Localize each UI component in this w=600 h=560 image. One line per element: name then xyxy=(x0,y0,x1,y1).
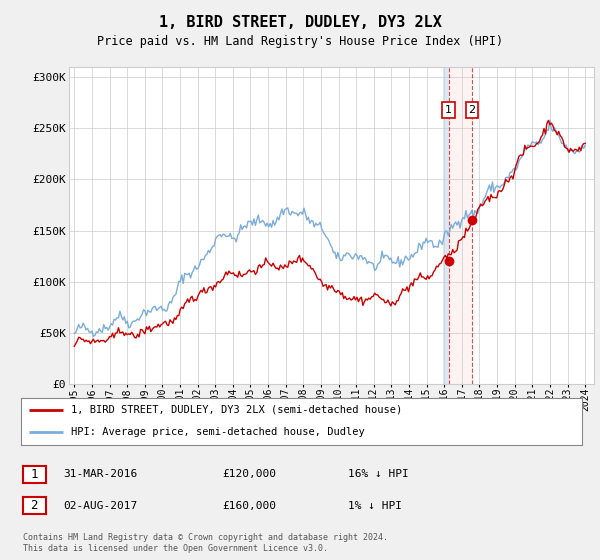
Text: £160,000: £160,000 xyxy=(222,501,276,511)
Text: 1% ↓ HPI: 1% ↓ HPI xyxy=(348,501,402,511)
Text: 1, BIRD STREET, DUDLEY, DY3 2LX (semi-detached house): 1, BIRD STREET, DUDLEY, DY3 2LX (semi-de… xyxy=(71,404,403,414)
Bar xyxy=(449,67,472,384)
Text: 1, BIRD STREET, DUDLEY, DY3 2LX: 1, BIRD STREET, DUDLEY, DY3 2LX xyxy=(158,15,442,30)
Text: 31-MAR-2016: 31-MAR-2016 xyxy=(63,469,137,479)
Text: 1: 1 xyxy=(445,105,452,115)
Text: Contains HM Land Registry data © Crown copyright and database right 2024.
This d: Contains HM Land Registry data © Crown c… xyxy=(23,533,388,553)
Text: Price paid vs. HM Land Registry's House Price Index (HPI): Price paid vs. HM Land Registry's House … xyxy=(97,35,503,48)
Text: £120,000: £120,000 xyxy=(222,469,276,479)
Text: 1: 1 xyxy=(31,468,38,481)
Text: 16% ↓ HPI: 16% ↓ HPI xyxy=(348,469,409,479)
Text: 2: 2 xyxy=(469,105,476,115)
Bar xyxy=(443,67,449,384)
Text: 02-AUG-2017: 02-AUG-2017 xyxy=(63,501,137,511)
Text: 2: 2 xyxy=(31,499,38,512)
Text: HPI: Average price, semi-detached house, Dudley: HPI: Average price, semi-detached house,… xyxy=(71,427,365,437)
